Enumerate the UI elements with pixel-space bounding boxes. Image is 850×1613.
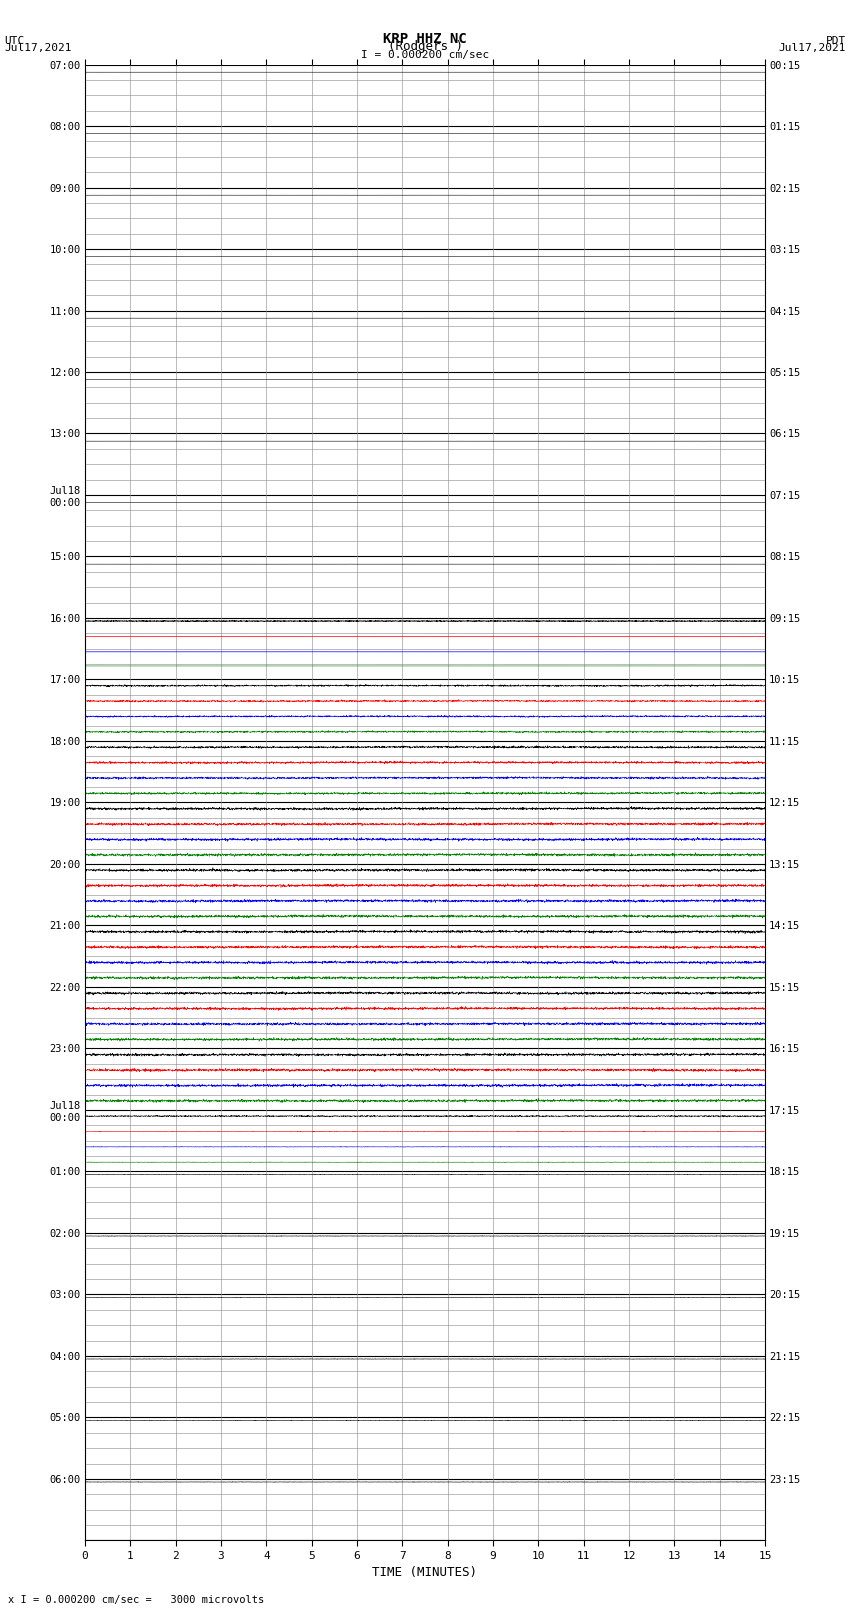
X-axis label: TIME (MINUTES): TIME (MINUTES) — [372, 1566, 478, 1579]
Text: (Rodgers ): (Rodgers ) — [388, 40, 462, 53]
Text: I = 0.000200 cm/sec: I = 0.000200 cm/sec — [361, 50, 489, 60]
Text: x I = 0.000200 cm/sec =   3000 microvolts: x I = 0.000200 cm/sec = 3000 microvolts — [8, 1595, 264, 1605]
Text: Jul17,2021: Jul17,2021 — [4, 44, 71, 53]
Text: UTC: UTC — [4, 35, 25, 45]
Text: KRP HHZ NC: KRP HHZ NC — [383, 32, 467, 45]
Text: PDT: PDT — [825, 35, 846, 45]
Text: Jul17,2021: Jul17,2021 — [779, 44, 846, 53]
